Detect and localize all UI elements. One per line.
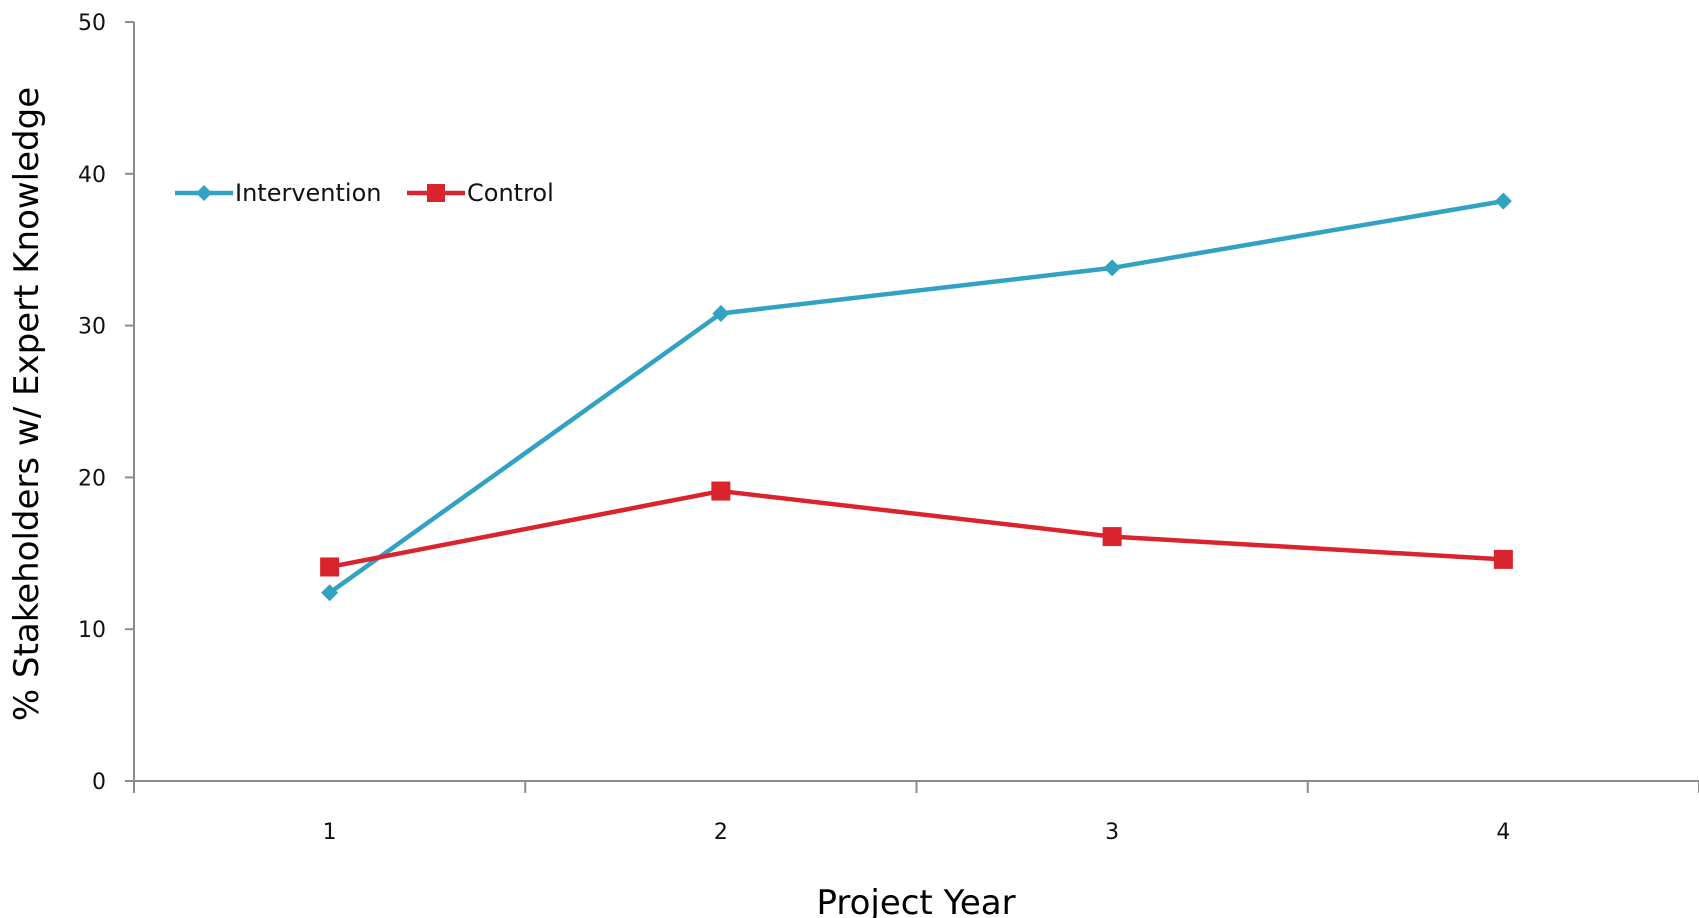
legend-marker — [196, 185, 212, 201]
series-control — [320, 481, 1513, 577]
y-ticks: 0 10 20 30 40 50 — [78, 11, 134, 795]
x-ticks: 1 2 3 4 — [133, 781, 1699, 845]
data-point-control — [1493, 549, 1513, 569]
axes — [133, 22, 1699, 782]
data-point-intervention — [1494, 192, 1512, 210]
data-point-control — [320, 557, 340, 577]
y-axis-title: % Stakeholders w/ Expert Knowledge — [7, 87, 47, 721]
x-tick-label: 1 — [323, 820, 337, 845]
legend-label: Control — [467, 179, 554, 207]
data-point-control — [1102, 527, 1122, 547]
series-line-control — [329, 488, 1504, 570]
y-tick-label: 10 — [78, 618, 106, 643]
y-tick-label: 20 — [78, 466, 106, 491]
data-point-intervention — [1103, 259, 1121, 277]
x-axis-title: Project Year — [816, 883, 1015, 918]
x-tick-label: 4 — [1496, 820, 1510, 845]
legend: Intervention Control — [175, 179, 554, 207]
data-point-intervention — [321, 584, 339, 602]
legend-item-intervention: Intervention — [175, 179, 381, 207]
data-point-intervention — [712, 304, 730, 322]
x-tick-label: 3 — [1105, 820, 1119, 845]
data-point-control — [711, 481, 731, 501]
series-line-intervention — [328, 198, 1504, 595]
y-tick-label: 40 — [78, 163, 106, 188]
series-intervention — [321, 192, 1512, 602]
legend-marker — [427, 184, 445, 202]
x-tick-label: 2 — [714, 820, 728, 845]
y-tick-label: 0 — [92, 770, 106, 795]
legend-label: Intervention — [235, 179, 381, 207]
y-tick-label: 50 — [78, 11, 106, 36]
legend-item-control: Control — [407, 179, 554, 207]
y-tick-label: 30 — [78, 315, 106, 340]
series-layer — [320, 192, 1513, 602]
